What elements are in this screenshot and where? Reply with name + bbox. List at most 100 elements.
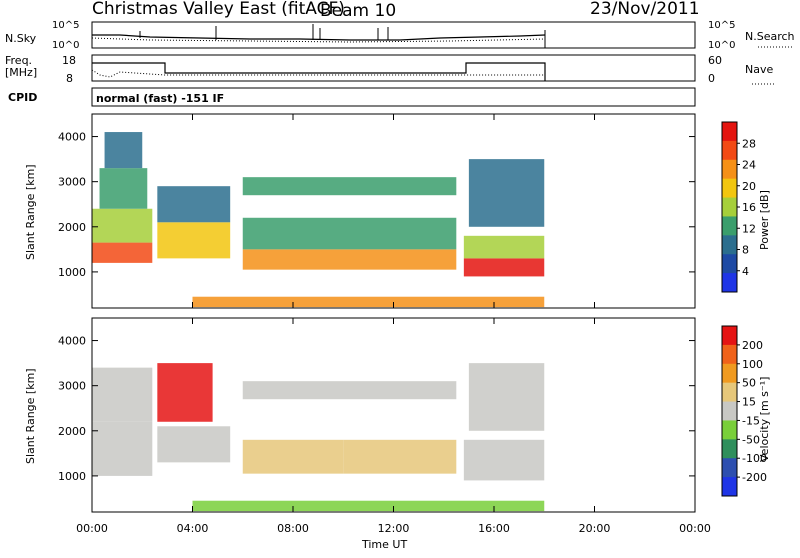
colorbar-swatch — [722, 197, 737, 217]
power-panel: 1000 2000 3000 4000 Slant Range [km] 28 24 20… — [24, 113, 771, 309]
cpid-mode-text: normal (fast) -151 IF — [96, 92, 224, 105]
date-label: 23/Nov/2011 — [590, 0, 700, 19]
power-y-ticks: 1000 2000 3000 4000 — [58, 131, 695, 279]
velocity-panel: 1000 2000 3000 4000 Slant Range [km] 200 100… — [24, 317, 771, 513]
colorbar-tick-label: -100 — [742, 452, 767, 465]
colorbar-tick-label: 4 — [742, 265, 749, 278]
power-panel-region — [242, 177, 457, 196]
power-panel-region — [192, 296, 545, 308]
nave-trace — [91, 69, 545, 78]
power-colorbar: 28 24 20 16 12 8 4 — [721, 121, 756, 293]
nsky-tick-bottom: 10^0 — [52, 40, 79, 51]
colorbar-tick-label: 24 — [742, 159, 756, 172]
colorbar-tick-label: 16 — [742, 201, 756, 214]
y-tick-label: 2000 — [58, 425, 86, 438]
freq-unit-label: [MHz] — [5, 66, 37, 79]
power-panel-region — [104, 132, 143, 169]
y-tick-label: 1000 — [58, 266, 86, 279]
colorbar-tick-label: 200 — [742, 339, 763, 352]
x-axis-label: Time UT — [361, 538, 407, 551]
colorbar-tick-label: -50 — [742, 433, 760, 446]
beam-label: Beam 10 — [320, 1, 396, 21]
power-panel-region — [157, 186, 231, 223]
y-tick-label: 3000 — [58, 380, 86, 393]
freq-label: Freq. — [5, 54, 32, 67]
x-tick-label: 20:00 — [579, 522, 611, 535]
colorbar-swatch — [722, 439, 737, 459]
colorbar-swatch — [722, 122, 737, 142]
velocity-panel-region — [463, 439, 545, 481]
colorbar-swatch — [722, 458, 737, 478]
cpid-strip — [91, 87, 696, 107]
power-panel-region — [463, 258, 545, 277]
colorbar-tick-label: 50 — [742, 377, 756, 390]
colorbar-swatch — [722, 382, 737, 403]
velocity-panel-region — [343, 439, 457, 474]
power-panel-region — [242, 249, 457, 270]
colorbar-tick-label: -200 — [742, 471, 767, 484]
station-title: Christmas Valley East (fitACF) — [92, 0, 345, 19]
colorbar-tick-label: 28 — [742, 137, 756, 150]
nsky-trace — [92, 34, 546, 41]
cpid-label: CPID — [8, 91, 37, 104]
velocity-colorbar-label: Velocity [m s⁻¹] — [758, 377, 771, 462]
y-tick-label: 4000 — [58, 335, 86, 348]
colorbar-swatch — [722, 420, 737, 440]
nsearch-trace — [91, 37, 546, 43]
x-tick-label: 04:00 — [177, 522, 209, 535]
nave-tick-bottom: 0 — [708, 72, 715, 85]
nave-tick-top: 60 — [708, 54, 722, 67]
velocity-heatmap — [92, 363, 545, 512]
x-tick-label: 12:00 — [378, 522, 410, 535]
frequency-panel: Freq. [MHz] 18 8 60 0 Nave — [5, 54, 775, 85]
x-axis-ticks: 00:00 04:00 08:00 12:00 16:00 20:00 00:00 — [76, 114, 711, 535]
colorbar-swatch — [722, 401, 737, 421]
nsearch-tick-top: 10^5 — [708, 20, 735, 31]
velocity-panel-region — [468, 363, 545, 431]
colorbar-swatch — [722, 344, 737, 365]
velocity-y-axis-label: Slant Range [km] — [24, 368, 37, 464]
power-panel-region — [463, 235, 545, 259]
x-tick-label: 00:00 — [679, 522, 711, 535]
colorbar-tick-label: -15 — [742, 414, 760, 427]
x-tick-label: 00:00 — [76, 522, 108, 535]
colorbar-swatch — [722, 159, 737, 180]
velocity-y-ticks: 1000 2000 3000 4000 — [58, 335, 695, 483]
power-panel-region — [99, 168, 148, 209]
colorbar-tick-label: 15 — [742, 396, 756, 409]
colorbar-tick-label: 12 — [742, 222, 756, 235]
colorbar-swatch — [722, 235, 737, 255]
colorbar-tick-label: 100 — [742, 358, 763, 371]
colorbar-swatch — [722, 477, 737, 497]
x-tick-label: 16:00 — [478, 522, 510, 535]
power-y-axis-label: Slant Range [km] — [24, 164, 37, 260]
freq-trace — [92, 62, 546, 81]
nsearch-label: N.Search — [745, 30, 795, 43]
power-heatmap — [92, 132, 545, 308]
velocity-panel-region — [157, 426, 231, 463]
velocity-panel-region — [92, 367, 153, 422]
power-panel-region — [92, 208, 153, 243]
colorbar-swatch — [722, 326, 737, 346]
y-tick-label: 3000 — [58, 176, 86, 189]
velocity-colorbar: 200 100 50 15 -15 -50 -100 -200 — [721, 325, 767, 497]
velocity-panel-region — [192, 500, 545, 512]
velocity-panel-region — [92, 421, 153, 476]
power-panel-region — [157, 222, 231, 259]
velocity-panel-region — [242, 381, 457, 400]
y-tick-label: 4000 — [58, 131, 86, 144]
colorbar-swatch — [722, 273, 737, 293]
x-tick-label: 08:00 — [277, 522, 309, 535]
freq-tick-bottom: 8 — [66, 72, 73, 85]
nsky-label: N.Sky — [5, 32, 37, 45]
nave-label: Nave — [745, 63, 773, 76]
colorbar-tick-label: 20 — [742, 180, 756, 193]
colorbar-swatch — [722, 140, 737, 161]
velocity-panel-region — [157, 363, 213, 422]
colorbar-swatch — [722, 363, 737, 384]
power-panel-region — [242, 217, 457, 250]
nsky-tick-top: 10^5 — [52, 20, 79, 31]
colorbar-swatch — [722, 178, 737, 199]
nsearch-tick-bottom: 10^0 — [708, 40, 735, 51]
y-tick-label: 1000 — [58, 470, 86, 483]
